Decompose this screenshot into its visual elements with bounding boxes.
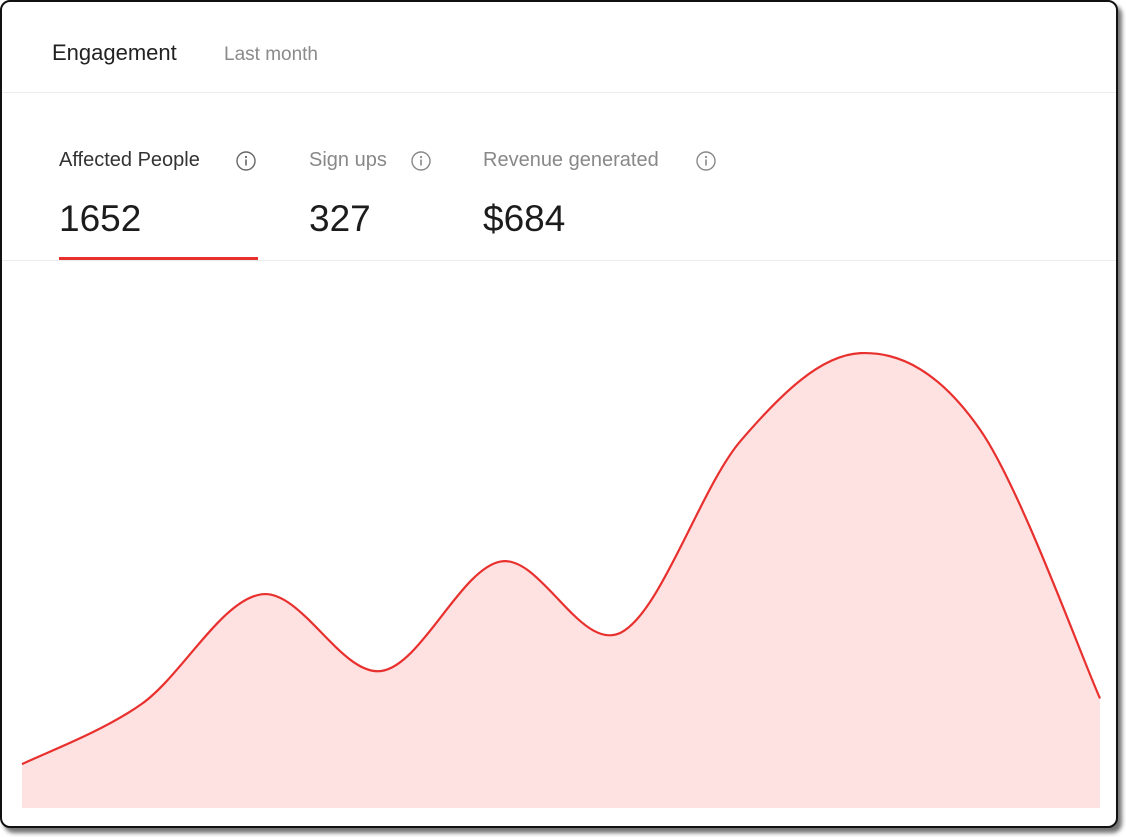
area-fill (22, 353, 1100, 808)
info-icon[interactable] (236, 151, 256, 171)
card-title: Engagement (52, 40, 177, 65)
info-icon[interactable] (696, 151, 716, 171)
divider (2, 260, 1116, 261)
area-line (21, 352, 1102, 766)
info-icon[interactable] (411, 151, 431, 171)
metric-label[interactable]: Affected People (59, 149, 200, 171)
metric-value: 327 (309, 198, 371, 239)
area-chart (21, 352, 1102, 808)
card-subtitle: Last month (224, 44, 318, 65)
metric-value: 1652 (59, 198, 142, 239)
metric-label[interactable]: Revenue generated (483, 149, 659, 171)
divider (2, 92, 1116, 93)
active-tab-indicator (59, 257, 258, 260)
metric-label[interactable]: Sign ups (309, 149, 387, 171)
metric-value: $684 (483, 198, 566, 239)
